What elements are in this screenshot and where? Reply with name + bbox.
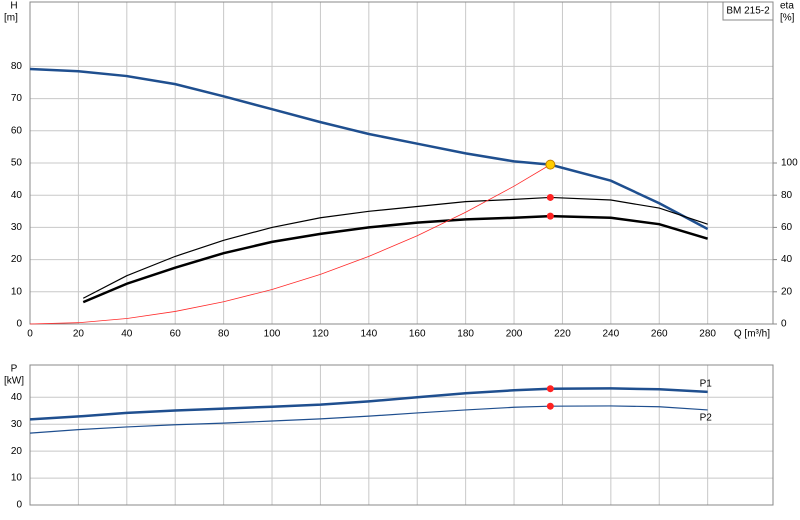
y-tick-label: 40 [11, 392, 23, 403]
operating-point [545, 159, 556, 170]
series-line [82, 214, 709, 304]
y2-tick-label: 40 [781, 254, 793, 265]
x-axis-label: Q [m³/h] [734, 329, 770, 340]
operating-point [546, 385, 554, 393]
y2-tick-label: 60 [781, 222, 793, 233]
x-tick-label: 280 [699, 329, 716, 340]
x-tick-label: 200 [506, 329, 523, 340]
y-tick-label: 20 [11, 446, 23, 457]
x-tick-label: 160 [409, 329, 426, 340]
y-axis-label: H [10, 1, 17, 12]
y-tick-label: 70 [11, 93, 23, 104]
x-tick-label: 20 [73, 329, 85, 340]
y2-axis-unit: [%] [780, 13, 795, 24]
series-label: P1 [700, 379, 713, 390]
title-box [722, 1, 774, 21]
y-axis-unit: [m] [4, 13, 18, 24]
x-tick-label: 260 [651, 329, 668, 340]
x-tick-label: 80 [218, 329, 230, 340]
y-axis-unit: [kW] [4, 376, 24, 387]
series-line [29, 164, 551, 325]
y-tick-label: 10 [11, 473, 23, 484]
x-tick-label: 220 [554, 329, 571, 340]
y-tick-label: 30 [11, 419, 23, 430]
x-tick-label: 140 [360, 329, 377, 340]
operating-point [546, 402, 554, 410]
x-tick-label: 120 [312, 329, 329, 340]
series-line [82, 196, 708, 299]
y-tick-label: 0 [16, 319, 22, 330]
x-tick-label: 100 [264, 329, 281, 340]
y-tick-label: 40 [11, 190, 23, 201]
y-tick-label: 50 [11, 158, 23, 169]
x-tick-label: 240 [603, 329, 620, 340]
x-tick-label: 0 [27, 329, 33, 340]
y-tick-label: 30 [11, 222, 23, 233]
y-tick-label: 20 [11, 254, 23, 265]
plot-frame [29, 364, 774, 506]
series-line [29, 387, 708, 421]
y2-tick-label: 0 [781, 319, 787, 330]
x-tick-label: 40 [121, 329, 133, 340]
y2-tick-label: 20 [781, 286, 793, 297]
y-tick-label: 80 [11, 61, 23, 72]
y-tick-label: 10 [11, 286, 23, 297]
y2-tick-label: 100 [781, 158, 798, 169]
y-axis-label: P [11, 364, 18, 375]
x-tick-label: 180 [457, 329, 474, 340]
series-label: P2 [700, 413, 713, 424]
y-tick-label: 0 [16, 500, 22, 511]
y-tick-label: 60 [11, 125, 23, 136]
chart-title: BM 215-2 [726, 6, 770, 17]
operating-point [546, 193, 554, 201]
x-tick-label: 60 [170, 329, 182, 340]
y2-axis-label: eta [780, 1, 794, 12]
operating-point [546, 212, 554, 220]
series-line [29, 67, 709, 231]
y2-tick-label: 80 [781, 190, 793, 201]
series-line [29, 405, 708, 434]
